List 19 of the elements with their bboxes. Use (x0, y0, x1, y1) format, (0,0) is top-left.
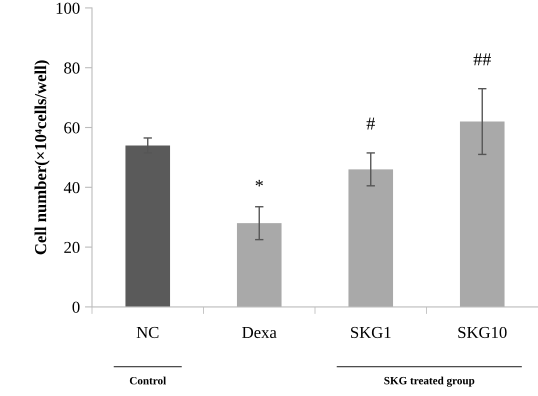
y-tick-label: 80 (64, 62, 80, 74)
y-tick-label: 0 (72, 302, 80, 313)
x-tick-label: SKG10 (458, 326, 507, 338)
text: Control (130, 376, 166, 384)
annotation: # (366, 118, 375, 130)
annotation: * (256, 180, 263, 186)
y-tick-label: 40 (64, 182, 80, 194)
bar (348, 169, 394, 307)
annotation: ## (474, 53, 491, 66)
y-tick-label: 60 (64, 122, 80, 134)
bar (460, 122, 505, 307)
y-tick-label: 20 (64, 242, 80, 254)
x-tick-label: SKG1 (351, 326, 391, 338)
x-tick-label: Dexa (242, 326, 277, 338)
y-axis-title: Cell number(×10⁴cells/well) (34, 60, 50, 254)
text: SKG treated group (384, 376, 474, 387)
x-tick-label: NC (136, 326, 158, 338)
bar (236, 223, 282, 307)
y-tick-label: 100 (56, 2, 80, 14)
